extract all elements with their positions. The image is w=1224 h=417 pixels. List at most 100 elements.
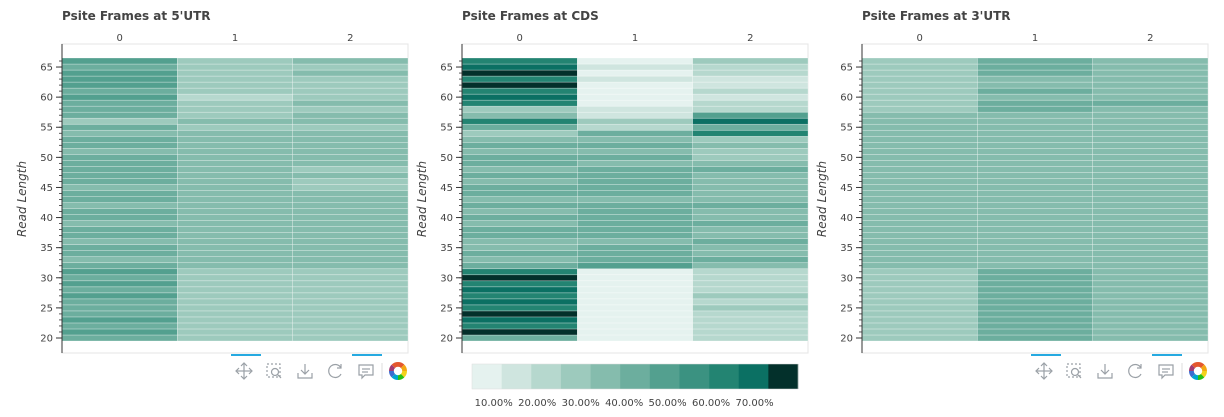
heatmap-cell[interactable] xyxy=(861,250,978,258)
heatmap-cell[interactable] xyxy=(692,172,809,179)
heatmap-cell[interactable] xyxy=(61,286,178,294)
heatmap-cell[interactable] xyxy=(177,172,293,179)
heatmap-cell[interactable] xyxy=(577,310,693,318)
heatmap-cell[interactable] xyxy=(292,129,409,137)
heatmap-cell[interactable] xyxy=(861,322,978,330)
heatmap-cell[interactable] xyxy=(577,190,693,197)
heatmap-cell[interactable] xyxy=(61,274,178,282)
heatmap-cell[interactable] xyxy=(177,208,293,215)
heatmap-cell[interactable] xyxy=(861,105,978,113)
heatmap-cell[interactable] xyxy=(461,69,578,77)
heatmap-cell[interactable] xyxy=(292,196,409,203)
heatmap-cell[interactable] xyxy=(292,99,409,107)
heatmap-cell[interactable] xyxy=(692,69,809,77)
heatmap-cell[interactable] xyxy=(61,322,178,330)
heatmap-cell[interactable] xyxy=(461,135,578,143)
hover-icon[interactable] xyxy=(1158,364,1174,380)
heatmap-cell[interactable] xyxy=(692,334,809,342)
heatmap-cell[interactable] xyxy=(577,129,693,137)
heatmap-cell[interactable] xyxy=(1092,292,1209,300)
heatmap-cell[interactable] xyxy=(177,111,293,119)
heatmap-cell[interactable] xyxy=(577,135,693,143)
heatmap-cell[interactable] xyxy=(977,154,1093,161)
heatmap-cell[interactable] xyxy=(61,178,178,185)
heatmap-cell[interactable] xyxy=(461,268,578,276)
heatmap-cell[interactable] xyxy=(61,202,178,209)
heatmap-cell[interactable] xyxy=(177,160,293,167)
heatmap-cell[interactable] xyxy=(577,238,693,245)
heatmap-cell[interactable] xyxy=(177,129,293,137)
heatmap-cell[interactable] xyxy=(1092,268,1209,276)
heatmap-cell[interactable] xyxy=(577,141,693,149)
heatmap-cell[interactable] xyxy=(177,105,293,113)
heatmap-cell[interactable] xyxy=(577,316,693,324)
heatmap-cell[interactable] xyxy=(177,141,293,149)
heatmap-cell[interactable] xyxy=(292,298,409,306)
heatmap-cell[interactable] xyxy=(292,274,409,282)
heatmap-cell[interactable] xyxy=(461,160,578,167)
heatmap-cell[interactable] xyxy=(461,190,578,197)
heatmap-cell[interactable] xyxy=(861,226,978,233)
heatmap-cell[interactable] xyxy=(292,160,409,167)
heatmap-cell[interactable] xyxy=(177,81,293,89)
heatmap-cell[interactable] xyxy=(692,244,809,251)
heatmap-cell[interactable] xyxy=(977,117,1093,125)
heatmap-cell[interactable] xyxy=(577,87,693,95)
save-icon[interactable] xyxy=(297,364,313,379)
heatmap-cell[interactable] xyxy=(977,196,1093,203)
heatmap-cell[interactable] xyxy=(61,316,178,324)
heatmap-cell[interactable] xyxy=(692,178,809,185)
pan-icon[interactable] xyxy=(1035,362,1053,380)
heatmap-cell[interactable] xyxy=(177,238,293,245)
heatmap-cell[interactable] xyxy=(177,123,293,131)
heatmap-cell[interactable] xyxy=(861,202,978,209)
heatmap-cell[interactable] xyxy=(1092,286,1209,294)
heatmap-cell[interactable] xyxy=(292,184,409,191)
heatmap-cell[interactable] xyxy=(577,99,693,107)
heatmap-cell[interactable] xyxy=(461,208,578,215)
heatmap-cell[interactable] xyxy=(292,123,409,131)
heatmap-cell[interactable] xyxy=(692,81,809,89)
heatmap-cell[interactable] xyxy=(461,81,578,89)
heatmap-cell[interactable] xyxy=(1092,202,1209,209)
heatmap-cell[interactable] xyxy=(977,208,1093,215)
heatmap-cell[interactable] xyxy=(977,172,1093,179)
heatmap-cell[interactable] xyxy=(461,57,578,65)
heatmap-cell[interactable] xyxy=(861,292,978,300)
heatmap-cell[interactable] xyxy=(461,123,578,131)
heatmap-cell[interactable] xyxy=(461,250,578,258)
heatmap-cell[interactable] xyxy=(61,220,178,227)
heatmap-cell[interactable] xyxy=(292,93,409,101)
heatmap-cell[interactable] xyxy=(577,208,693,215)
heatmap-cell[interactable] xyxy=(692,256,809,264)
heatmap-cell[interactable] xyxy=(1092,148,1209,155)
heatmap-cell[interactable] xyxy=(977,63,1093,71)
heatmap-cell[interactable] xyxy=(692,160,809,167)
heatmap-cell[interactable] xyxy=(292,256,409,264)
heatmap-cell[interactable] xyxy=(692,274,809,282)
heatmap-cell[interactable] xyxy=(977,310,1093,318)
heatmap-cell[interactable] xyxy=(61,87,178,95)
heatmap-cell[interactable] xyxy=(61,141,178,149)
heatmap-cell[interactable] xyxy=(1092,123,1209,131)
heatmap-cell[interactable] xyxy=(177,232,293,239)
heatmap-cell[interactable] xyxy=(577,202,693,209)
box-zoom-icon[interactable] xyxy=(266,363,282,379)
heatmap-cell[interactable] xyxy=(61,111,178,119)
heatmap-cell[interactable] xyxy=(1092,87,1209,95)
heatmap-cell[interactable] xyxy=(177,304,293,312)
heatmap-cell[interactable] xyxy=(977,214,1093,221)
heatmap-cell[interactable] xyxy=(292,328,409,336)
heatmap-cell[interactable] xyxy=(577,105,693,113)
heatmap-cell[interactable] xyxy=(977,148,1093,155)
heatmap-cell[interactable] xyxy=(577,262,693,270)
heatmap-cell[interactable] xyxy=(1092,69,1209,77)
heatmap-cell[interactable] xyxy=(977,298,1093,306)
heatmap-cell[interactable] xyxy=(861,172,978,179)
heatmap-cell[interactable] xyxy=(692,99,809,107)
heatmap-cell[interactable] xyxy=(977,57,1093,65)
heatmap-cell[interactable] xyxy=(1092,117,1209,125)
heatmap-cell[interactable] xyxy=(861,111,978,119)
heatmap-cell[interactable] xyxy=(61,93,178,101)
heatmap-cell[interactable] xyxy=(177,250,293,258)
